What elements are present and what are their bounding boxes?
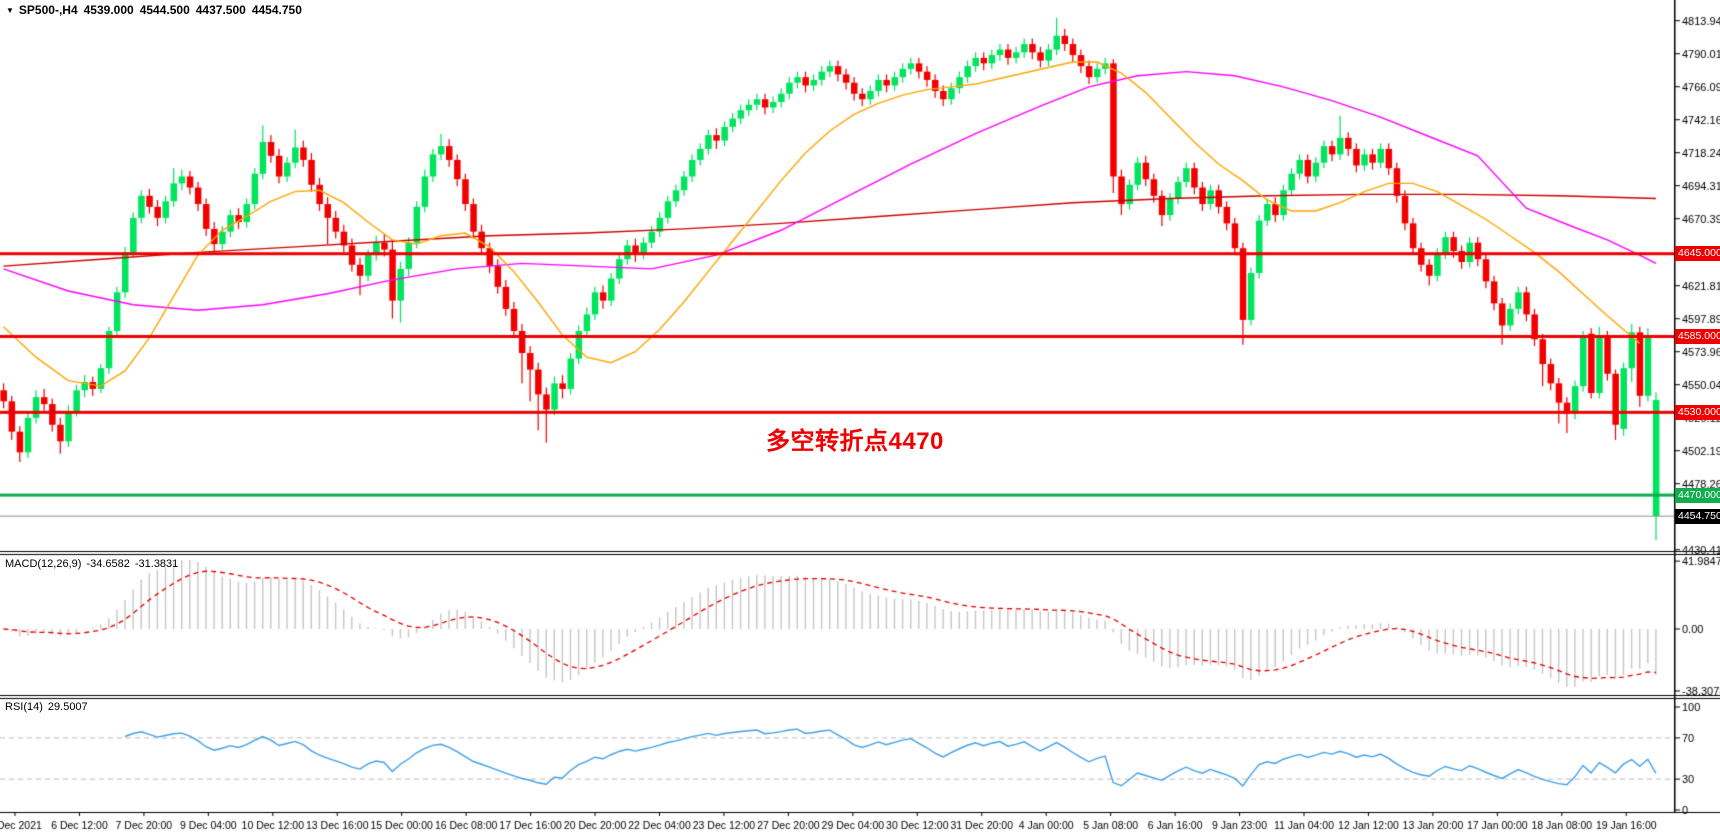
ohlc-low: 4437.500 bbox=[195, 3, 246, 17]
macd-main-value: -34.6582 bbox=[86, 558, 130, 570]
price-level-badge-4470: 4470.000 bbox=[1675, 487, 1720, 503]
rsi-indicator-label: RSI(14) 29.5007 bbox=[5, 701, 88, 713]
rsi-title: RSI(14) bbox=[5, 701, 43, 713]
ohlc-high: 4544.500 bbox=[139, 3, 190, 17]
price-level-badge-4585: 4585.000 bbox=[1675, 328, 1720, 344]
rsi-value: 29.5007 bbox=[47, 701, 88, 713]
chevron-down-icon: ▼ bbox=[6, 6, 14, 15]
price-level-badge-4530: 4530.000 bbox=[1675, 404, 1720, 420]
macd-title: MACD(12,26,9) bbox=[5, 558, 82, 570]
symbol-timeframe: SP500-,H4 bbox=[18, 3, 78, 17]
chart-text-annotation[interactable]: 多空转折点4470 bbox=[766, 428, 944, 455]
symbol-info-line: ▼ SP500-,H4 4539.000 4544.500 4437.500 4454.7… bbox=[6, 3, 302, 17]
ohlc-open: 4539.000 bbox=[83, 3, 134, 17]
macd-indicator-label: MACD(12,26,9) -34.6582 -31.3831 bbox=[5, 558, 178, 570]
price-level-badge-4645: 4645.000 bbox=[1675, 246, 1720, 262]
macd-signal-value: -31.3831 bbox=[134, 558, 179, 570]
ohlc-close: 4454.750 bbox=[251, 3, 302, 17]
current-price-badge: 4454.750 bbox=[1675, 508, 1720, 524]
